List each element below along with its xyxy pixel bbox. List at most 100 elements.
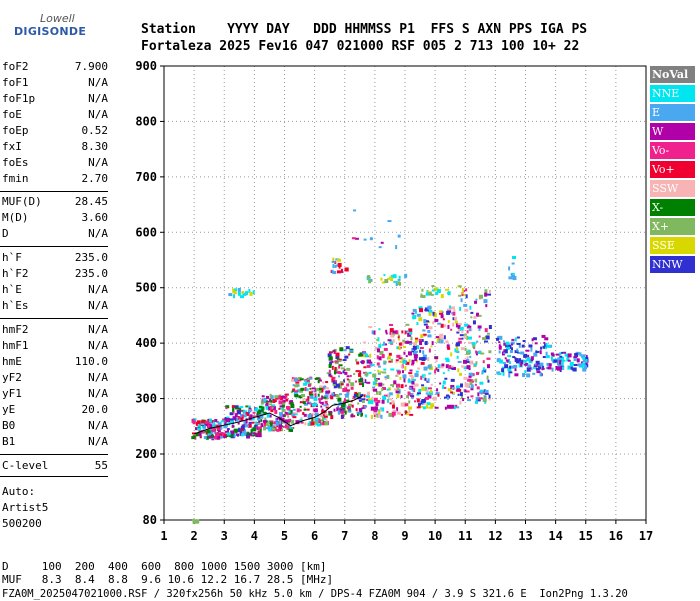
echo-point: [469, 360, 473, 365]
echo-point: [275, 397, 279, 400]
param-label: yF1: [2, 387, 22, 400]
echo-point: [478, 335, 481, 338]
echo-point: [300, 417, 303, 420]
echo-point: [350, 386, 354, 390]
echo-point: [472, 344, 476, 348]
echo-point: [476, 372, 480, 376]
echo-point: [424, 377, 427, 381]
echo-point: [402, 370, 405, 374]
x-tick-label: 5: [281, 529, 288, 543]
echo-point: [224, 430, 228, 433]
echo-point: [258, 420, 261, 424]
echo-point: [528, 344, 533, 348]
param-value: N/A: [88, 156, 108, 169]
echo-point: [484, 389, 489, 393]
echo-point: [340, 268, 343, 273]
echo-point: [375, 415, 378, 418]
echo-point: [545, 342, 548, 346]
echo-point: [426, 404, 429, 409]
y-tick-label: 600: [135, 225, 157, 239]
echo-point: [518, 343, 521, 348]
echo-point: [373, 397, 378, 402]
echo-point: [265, 427, 270, 430]
echo-point: [464, 347, 467, 351]
echo-point: [226, 428, 229, 433]
echo-point: [196, 420, 201, 425]
echo-point: [224, 422, 227, 426]
echo-point: [463, 335, 466, 339]
echo-point: [535, 350, 540, 353]
echo-point: [209, 432, 214, 436]
echo-point: [418, 317, 423, 322]
echo-point: [450, 306, 455, 310]
echo-point: [343, 379, 346, 383]
echo-point: [423, 366, 428, 371]
echo-point: [291, 413, 296, 417]
echo-point: [382, 383, 385, 386]
echo-point: [466, 358, 470, 363]
echo-point: [535, 367, 540, 371]
echo-point: [250, 429, 253, 434]
echo-point: [480, 352, 485, 355]
echo-point: [405, 361, 410, 365]
echo-point: [290, 427, 294, 430]
echo-point: [539, 372, 542, 377]
echo-point: [362, 360, 365, 363]
echo-point: [405, 340, 410, 344]
echo-point: [355, 380, 358, 383]
echo-point: [475, 350, 478, 354]
echo-point: [408, 406, 413, 410]
echo-point: [238, 418, 241, 422]
echo-point: [287, 425, 292, 430]
echo-point: [267, 400, 270, 403]
echo-point: [423, 334, 426, 337]
echo-point: [270, 395, 274, 400]
echo-point: [452, 317, 456, 321]
echo-point: [551, 359, 554, 362]
echo-point: [311, 418, 314, 422]
echo-point: [488, 398, 491, 401]
echo-point: [242, 414, 247, 418]
echo-point: [209, 418, 213, 423]
echo-point: [283, 400, 286, 403]
echo-point: [252, 415, 256, 418]
echo-point: [334, 366, 337, 371]
echo-point: [449, 365, 454, 369]
echo-point: [484, 289, 488, 294]
echo-point: [346, 383, 350, 387]
param-value: N/A: [88, 339, 108, 352]
echo-point: [523, 359, 527, 363]
echo-point: [582, 367, 587, 372]
echo-point: [512, 276, 517, 281]
echo-point: [203, 436, 207, 440]
echo-point: [254, 408, 259, 412]
echo-point: [425, 389, 429, 394]
echo-point: [200, 422, 205, 426]
echo-point: [280, 407, 285, 410]
echo-point: [510, 341, 515, 345]
echo-point: [427, 378, 430, 383]
echo-point: [479, 390, 484, 394]
echo-point: [305, 398, 309, 402]
echo-point: [357, 402, 360, 405]
echo-point: [419, 347, 424, 350]
echo-point: [402, 374, 407, 379]
echo-point: [390, 368, 395, 371]
echo-point: [298, 395, 303, 399]
echo-point: [345, 399, 350, 402]
echo-point: [435, 391, 440, 395]
legend-item-voplus: Vo+: [650, 161, 695, 178]
echo-point: [488, 325, 492, 330]
echo-point: [536, 371, 541, 374]
echo-point: [262, 419, 267, 423]
echo-point: [314, 420, 319, 424]
echo-point: [541, 365, 544, 368]
echo-point: [470, 384, 474, 389]
echo-point: [470, 316, 473, 319]
echo-point: [419, 341, 423, 346]
echo-point: [299, 378, 304, 381]
echo-point: [321, 418, 324, 422]
echo-point: [311, 418, 315, 423]
echo-point: [456, 331, 460, 334]
echo-point: [358, 412, 363, 415]
